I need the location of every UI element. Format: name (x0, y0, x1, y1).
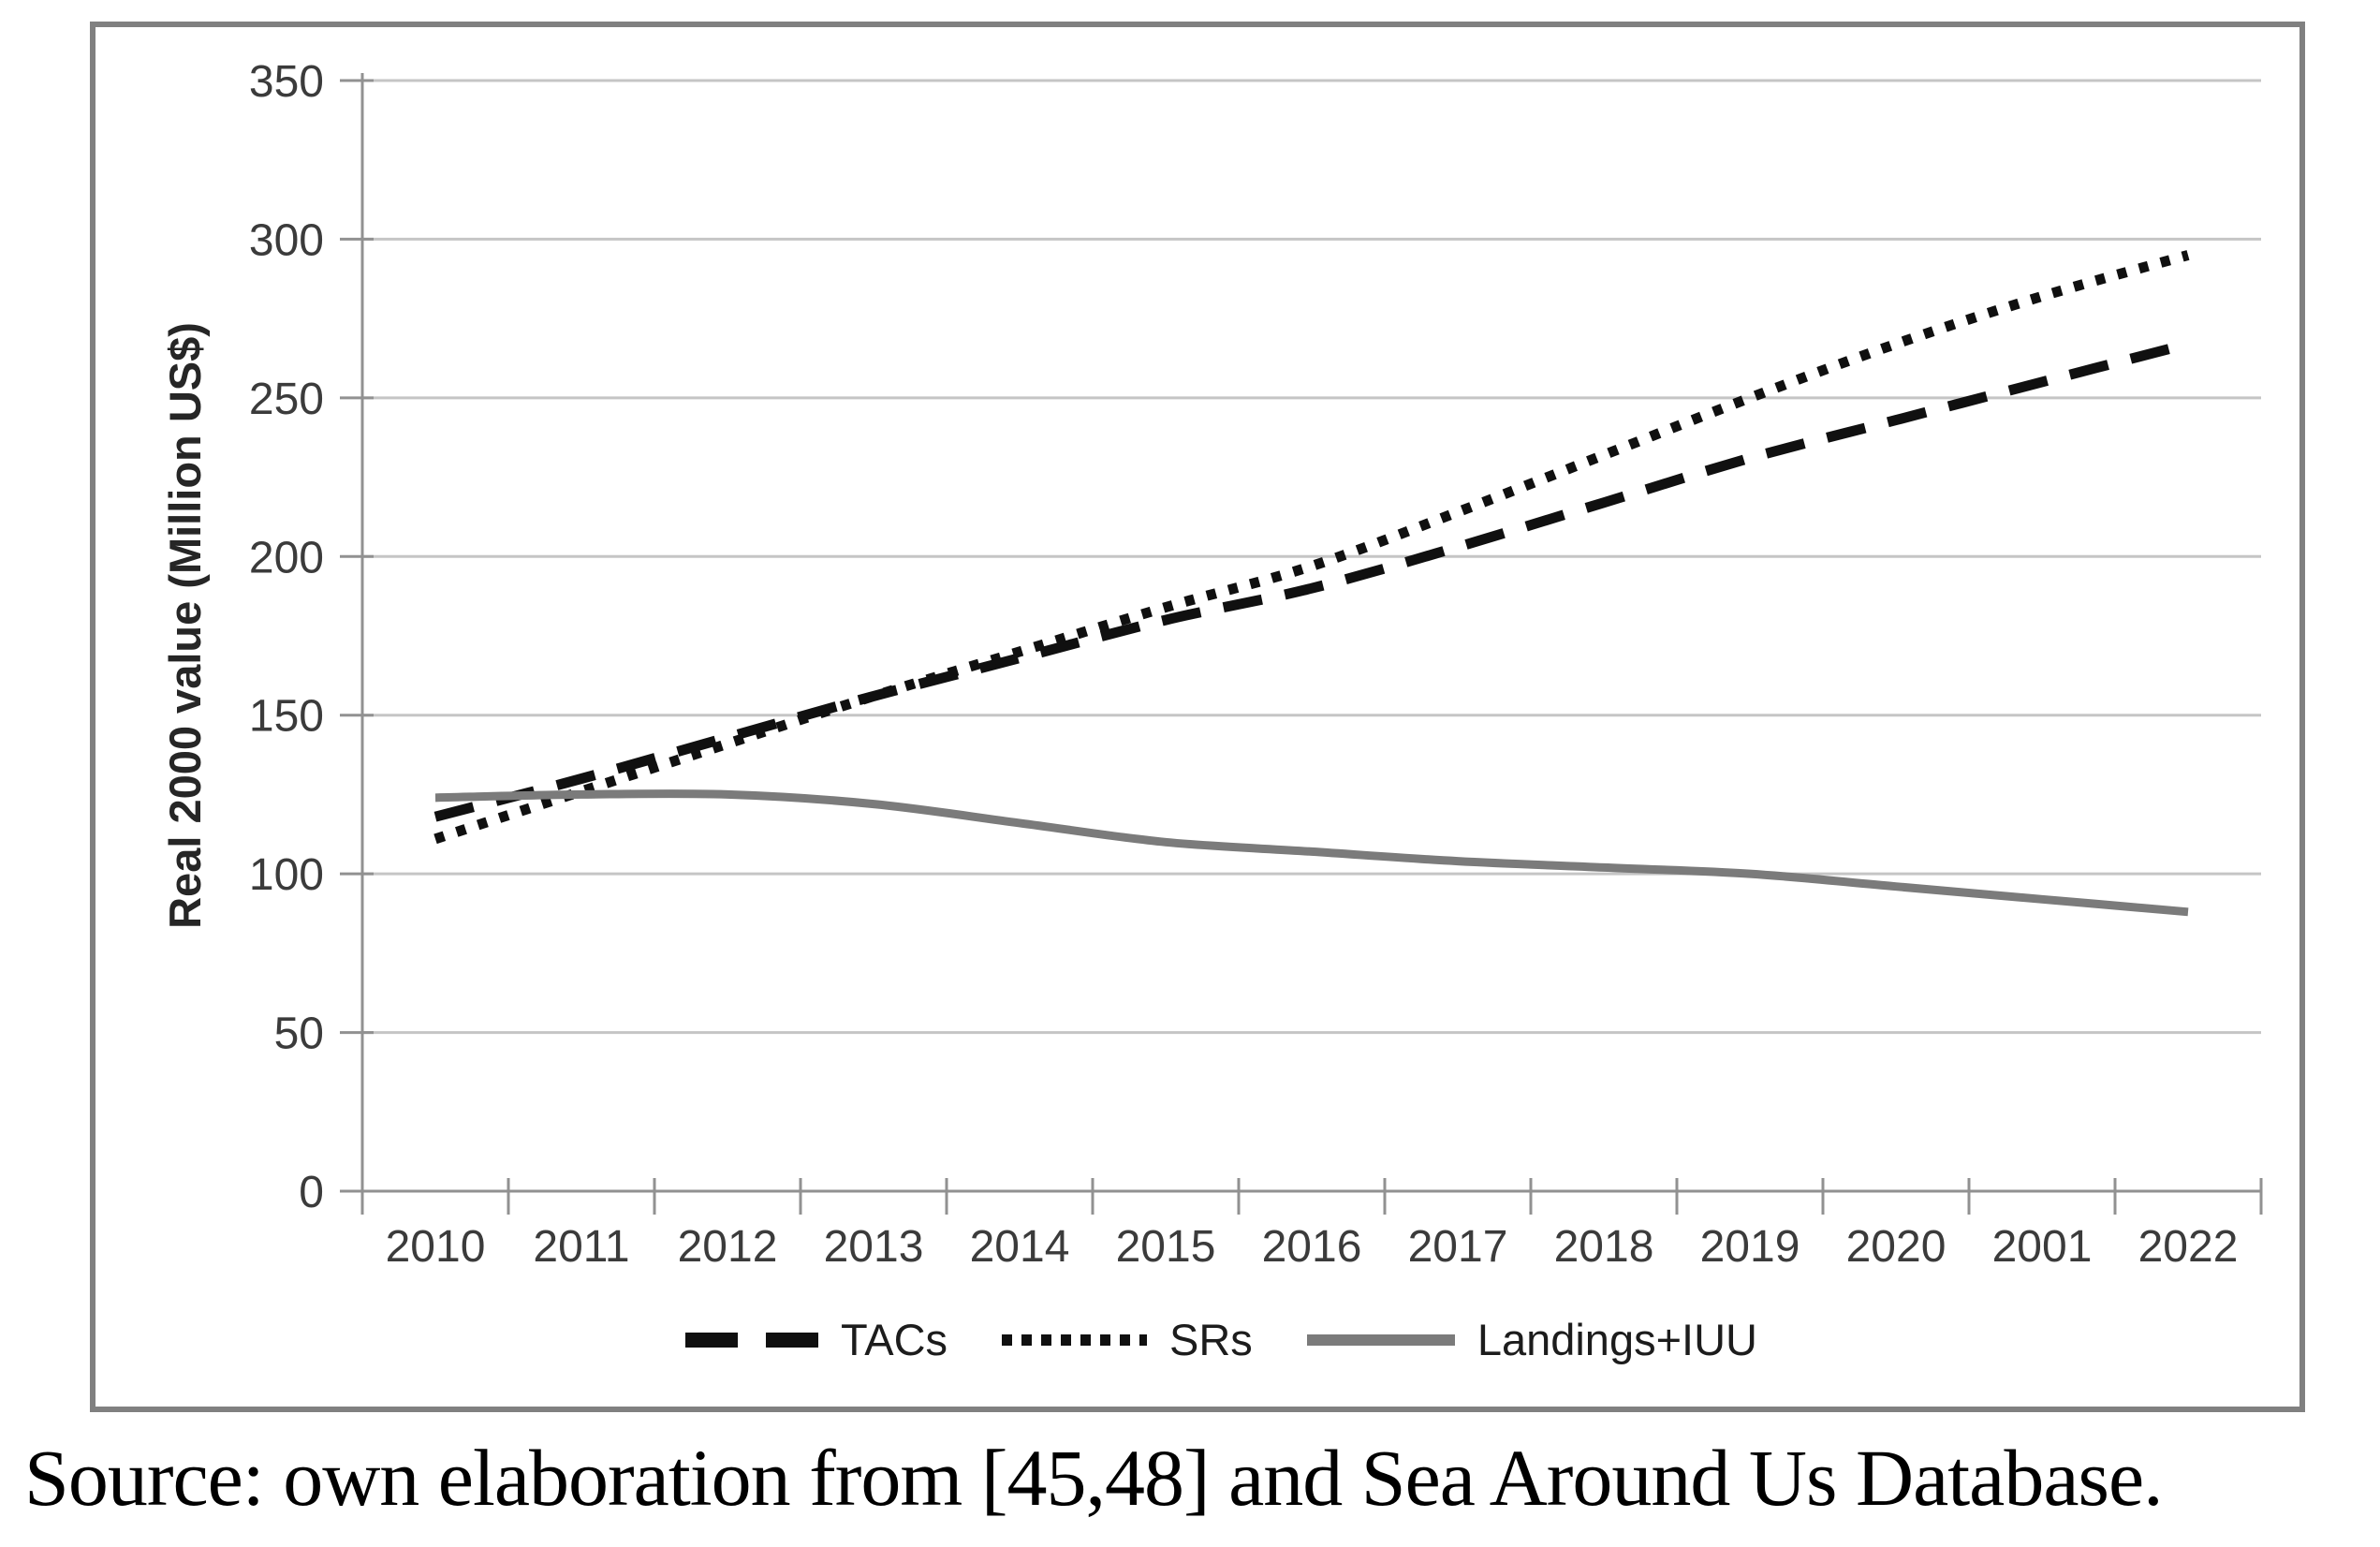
y-tick-label: 100 (249, 850, 324, 900)
x-tick-label: 2015 (1116, 1222, 1216, 1272)
chart-canvas: 0 50 100 150 200 250 300 350 2010 2011 2012 2013 201… (160, 57, 2263, 1272)
y-tick-label: 300 (249, 215, 324, 265)
solid-line-sample-icon (1306, 1333, 1455, 1346)
legend-label-tacs: TACs (841, 1315, 948, 1364)
y-tick-label: 50 (274, 1009, 324, 1059)
dashed-line-sample-icon (685, 1332, 818, 1348)
x-tick-label: 2011 (533, 1222, 629, 1272)
x-tick-label: 2012 (678, 1222, 778, 1272)
y-axis-title: Real 2000 value (Million US$) (160, 322, 210, 929)
chart-figure-box (90, 22, 2305, 1412)
dotted-line-sample-icon (1002, 1333, 1148, 1346)
x-tick-label: 2019 (1700, 1222, 1800, 1272)
series-line-srs (433, 250, 2190, 845)
y-tick-label: 250 (249, 375, 324, 424)
x-tick-label: 2014 (970, 1222, 1070, 1272)
source-caption: Source: own elaboration from [45,48] and… (24, 1433, 2164, 1523)
series-line-landings-iuu (434, 789, 2189, 917)
x-tick-label: 2016 (1262, 1222, 1362, 1272)
x-tick-label: 2020 (1846, 1222, 1947, 1272)
legend-item-srs: SRs (1002, 1318, 1253, 1362)
series-line-tacs (433, 338, 2190, 822)
chart-legend: TACs SRs Landings+IUU (685, 1318, 1757, 1362)
x-tick-label: 2013 (824, 1222, 924, 1272)
x-tick-label: 2022 (2138, 1222, 2239, 1272)
x-tick-label: 2017 (1408, 1222, 1508, 1272)
x-tick-label: 2001 (1992, 1222, 2093, 1272)
y-tick-label: 0 (299, 1168, 324, 1217)
legend-label-srs: SRs (1169, 1315, 1253, 1364)
y-tick-label: 200 (249, 533, 324, 582)
x-tick-label: 2018 (1554, 1222, 1654, 1272)
legend-label-landings-iuu: Landings+IUU (1476, 1315, 1757, 1364)
legend-item-tacs: TACs (685, 1318, 948, 1362)
legend-item-landings-iuu: Landings+IUU (1306, 1315, 1757, 1364)
y-tick-label: 150 (249, 692, 324, 742)
x-tick-label: 2010 (386, 1222, 486, 1272)
y-tick-label: 350 (249, 57, 324, 107)
